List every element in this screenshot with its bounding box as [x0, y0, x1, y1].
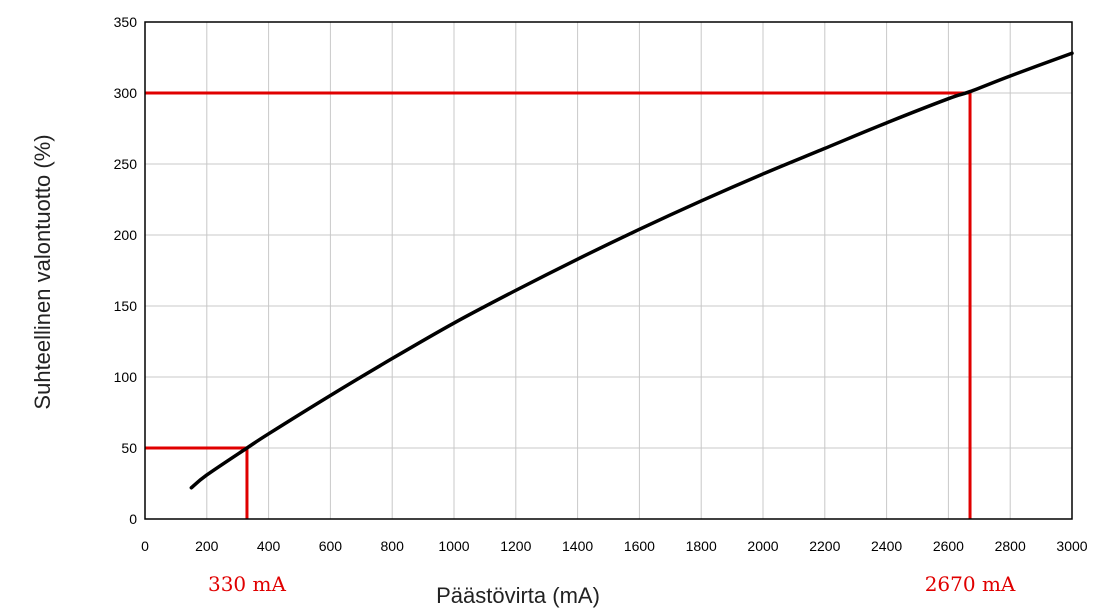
- y-tick-label: 50: [121, 440, 137, 456]
- x-tick-label: 200: [195, 538, 219, 554]
- y-tick-label: 350: [114, 14, 138, 30]
- x-tick-label: 2000: [747, 538, 778, 554]
- x-axis-title: Päästövirta (mA): [436, 583, 600, 608]
- plot-frame: [144, 21, 1073, 520]
- x-tick-label: 1000: [438, 538, 469, 554]
- y-tick-label: 100: [114, 369, 138, 385]
- x-tick-label: 2800: [995, 538, 1026, 554]
- x-tick-label: 1600: [624, 538, 655, 554]
- y-tick-label: 150: [114, 298, 138, 314]
- x-tick-label: 1200: [500, 538, 531, 554]
- y-tick-label: 300: [114, 85, 138, 101]
- series-layer: [189, 51, 1074, 490]
- reference-lines: [145, 91, 972, 519]
- x-tick-label: 600: [319, 538, 343, 554]
- x-tick-labels: 0 200 400 600 800 1000 1200 1400 1600 1800 2000 220…: [141, 538, 1088, 554]
- x-tick-label: 1400: [562, 538, 593, 554]
- y-tick-label: 0: [129, 511, 137, 527]
- x-tick-label: 400: [257, 538, 281, 554]
- y-tick-label: 250: [114, 156, 138, 172]
- x-tick-label: 2400: [871, 538, 902, 554]
- x-tick-label: 0: [141, 538, 149, 554]
- x-tick-label: 800: [381, 538, 405, 554]
- series-line: [189, 51, 1074, 490]
- x-tick-label: 2200: [809, 538, 840, 554]
- x-tick-label: 2600: [933, 538, 964, 554]
- y-tick-label: 200: [114, 227, 138, 243]
- x-tick-label: 1800: [686, 538, 717, 554]
- grid: [144, 21, 1073, 520]
- annotation-label: 2670 mA: [925, 572, 1016, 596]
- y-axis-title: Suhteellinen valontuotto (%): [30, 134, 55, 409]
- annotations: 330 mA 2670 mA: [208, 572, 1016, 596]
- y-tick-labels: 0 50 100 150 200 250 300 350: [114, 14, 138, 527]
- x-tick-label: 3000: [1056, 538, 1087, 554]
- annotation-label: 330 mA: [208, 572, 286, 596]
